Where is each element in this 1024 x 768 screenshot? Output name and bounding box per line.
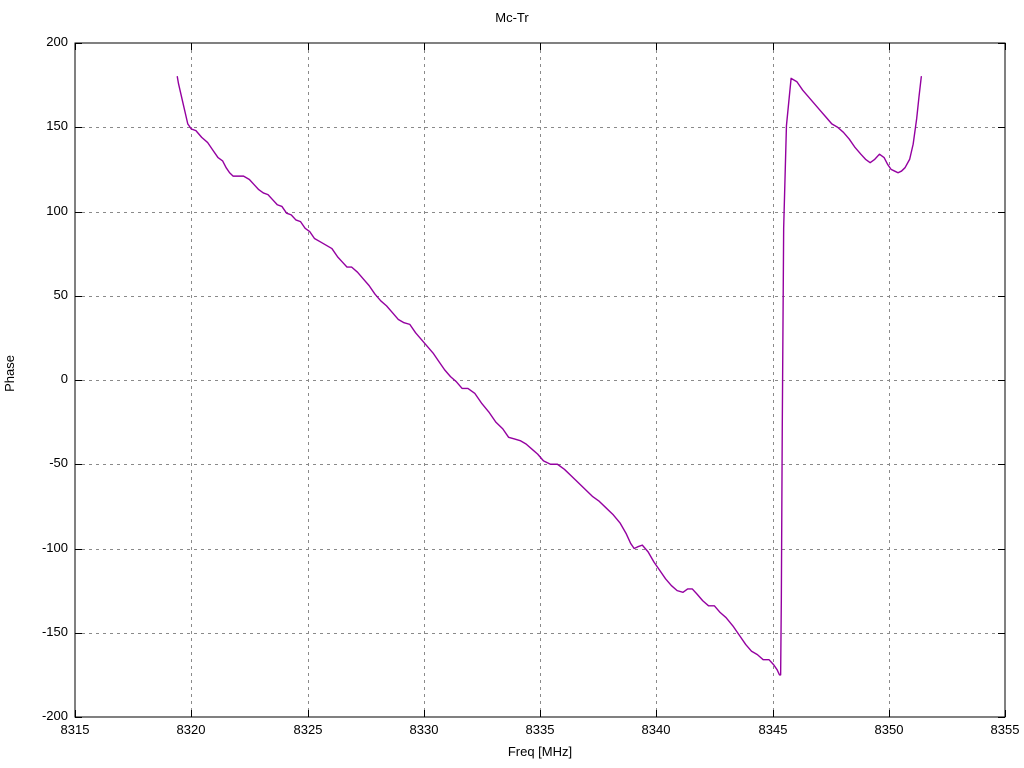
y-axis-tick-label: -100	[41, 540, 68, 555]
plot-border	[74, 42, 1006, 718]
y-axis-tick-label: 150	[46, 118, 68, 133]
x-axis-label: Freq [MHz]	[507, 744, 573, 759]
gridlines	[75, 43, 1005, 717]
y-axis-tick-label: 0	[60, 371, 68, 386]
x-axis-tick-label: 8330	[409, 722, 439, 737]
x-axis-tick-label: 8345	[758, 722, 788, 737]
x-axis-tick-label: 8335	[525, 722, 555, 737]
x-axis-tick-label: 8320	[176, 722, 206, 737]
data-series-line	[176, 76, 922, 676]
y-axis-tick-label: 200	[46, 34, 68, 49]
chart-title: Mc-Tr	[495, 10, 529, 25]
y-axis-tick-label: 50	[53, 287, 68, 302]
x-axis-tick-label: 8315	[60, 722, 90, 737]
y-axis-tick-label: -150	[41, 624, 68, 639]
y-axis-tick-label: 100	[46, 203, 68, 218]
x-axis-tick-label: 8350	[874, 722, 904, 737]
y-axis-tick-label: -50	[49, 455, 68, 470]
y-axis-tick-label: -200	[41, 708, 68, 723]
x-axis-tick-label: 8325	[293, 722, 323, 737]
x-axis-tick-label: 8340	[641, 722, 671, 737]
x-axis-tick-label: 8355	[990, 722, 1020, 737]
